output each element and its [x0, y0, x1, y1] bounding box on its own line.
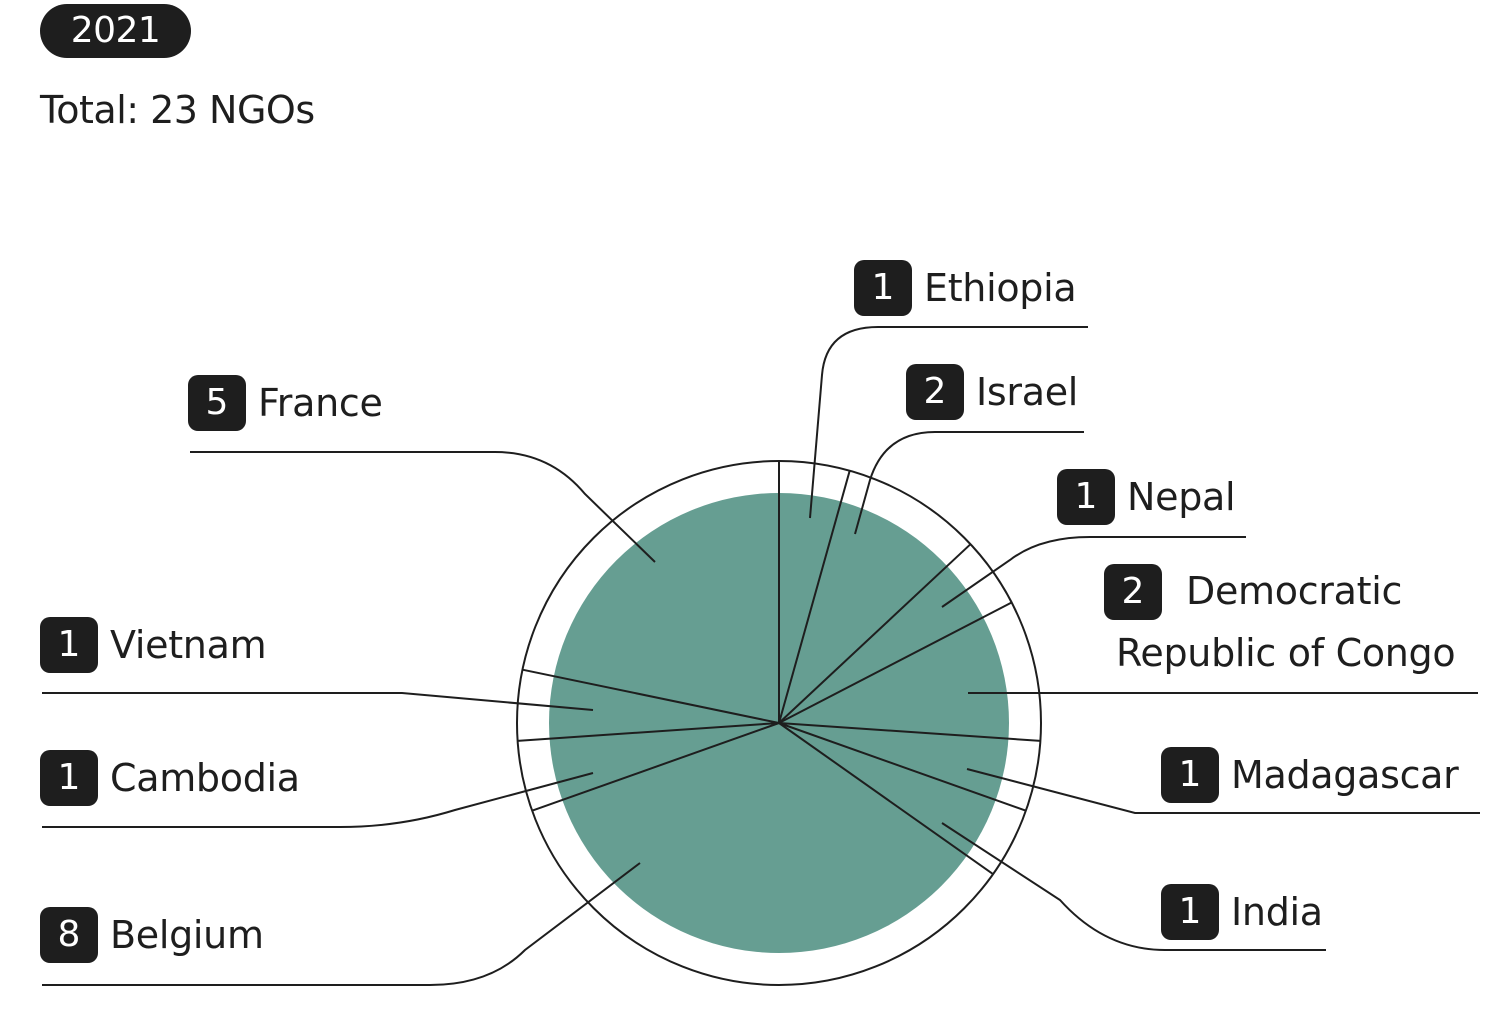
leader-france	[190, 451, 656, 563]
slice-value: 1	[40, 750, 98, 806]
leader-nepal	[941, 536, 1246, 608]
slice-divider-india	[778, 722, 1027, 812]
slice-label-india: 1 India	[1161, 884, 1323, 940]
leader-cambodia	[42, 772, 594, 828]
leader-israel	[854, 431, 1084, 535]
slice-name: Belgium	[110, 913, 264, 957]
slice-value: 2	[1104, 564, 1162, 620]
slice-label-cambodia: 1 Cambodia	[40, 750, 300, 806]
leader-india	[941, 822, 1326, 951]
slice-name: France	[258, 381, 383, 425]
slice-name: Cambodia	[110, 756, 300, 800]
slice-value: 1	[854, 260, 912, 316]
slice-label-madagascar: 1 Madagascar	[1161, 747, 1459, 803]
slice-value: 1	[1161, 884, 1219, 940]
slice-label-israel: 2 Israel	[906, 364, 1078, 420]
slice-label-nepal: 1 Nepal	[1057, 469, 1236, 525]
slice-divider-nepal	[778, 543, 972, 724]
slice-value: 5	[188, 375, 246, 431]
slice-value: 1	[1057, 469, 1115, 525]
slice-name: Nepal	[1127, 475, 1236, 519]
slice-label-ethiopia: 1 Ethiopia	[854, 260, 1077, 316]
slice-name: Vietnam	[110, 623, 267, 667]
leader-madagascar	[966, 768, 1480, 814]
slice-name: Ethiopia	[924, 266, 1077, 310]
slice-divider-vietnam	[517, 722, 780, 742]
slice-name: Democratic Republic of Congo	[1116, 569, 1456, 675]
slice-divider-madagascar	[778, 722, 1041, 742]
slice-divider-democratic-republic-of-congo	[778, 601, 1013, 724]
slice-label-france: 5 France	[188, 375, 383, 431]
leader-ethiopia	[809, 326, 1088, 519]
slice-label-belgium: 8 Belgium	[40, 907, 264, 963]
slice-divider-cambodia	[531, 722, 780, 812]
year-badge: 2021	[40, 4, 191, 58]
slice-divider-belgium	[778, 722, 994, 875]
leader-vietnam	[42, 692, 594, 711]
slice-name: Madagascar	[1231, 753, 1459, 797]
slice-label-drc: 2 Democratic Republic of Congo	[1104, 564, 1484, 675]
slice-value: 8	[40, 907, 98, 963]
slice-value: 2	[906, 364, 964, 420]
total-count: Total: 23 NGOs	[40, 88, 315, 132]
slice-name: Israel	[976, 370, 1079, 414]
slice-divider-israel	[778, 470, 851, 724]
slice-name: India	[1231, 890, 1323, 934]
slice-value: 1	[40, 617, 98, 673]
leader-belgium	[42, 862, 641, 986]
slice-divider-france	[522, 668, 780, 724]
slice-value: 1	[1161, 747, 1219, 803]
slice-label-vietnam: 1 Vietnam	[40, 617, 267, 673]
